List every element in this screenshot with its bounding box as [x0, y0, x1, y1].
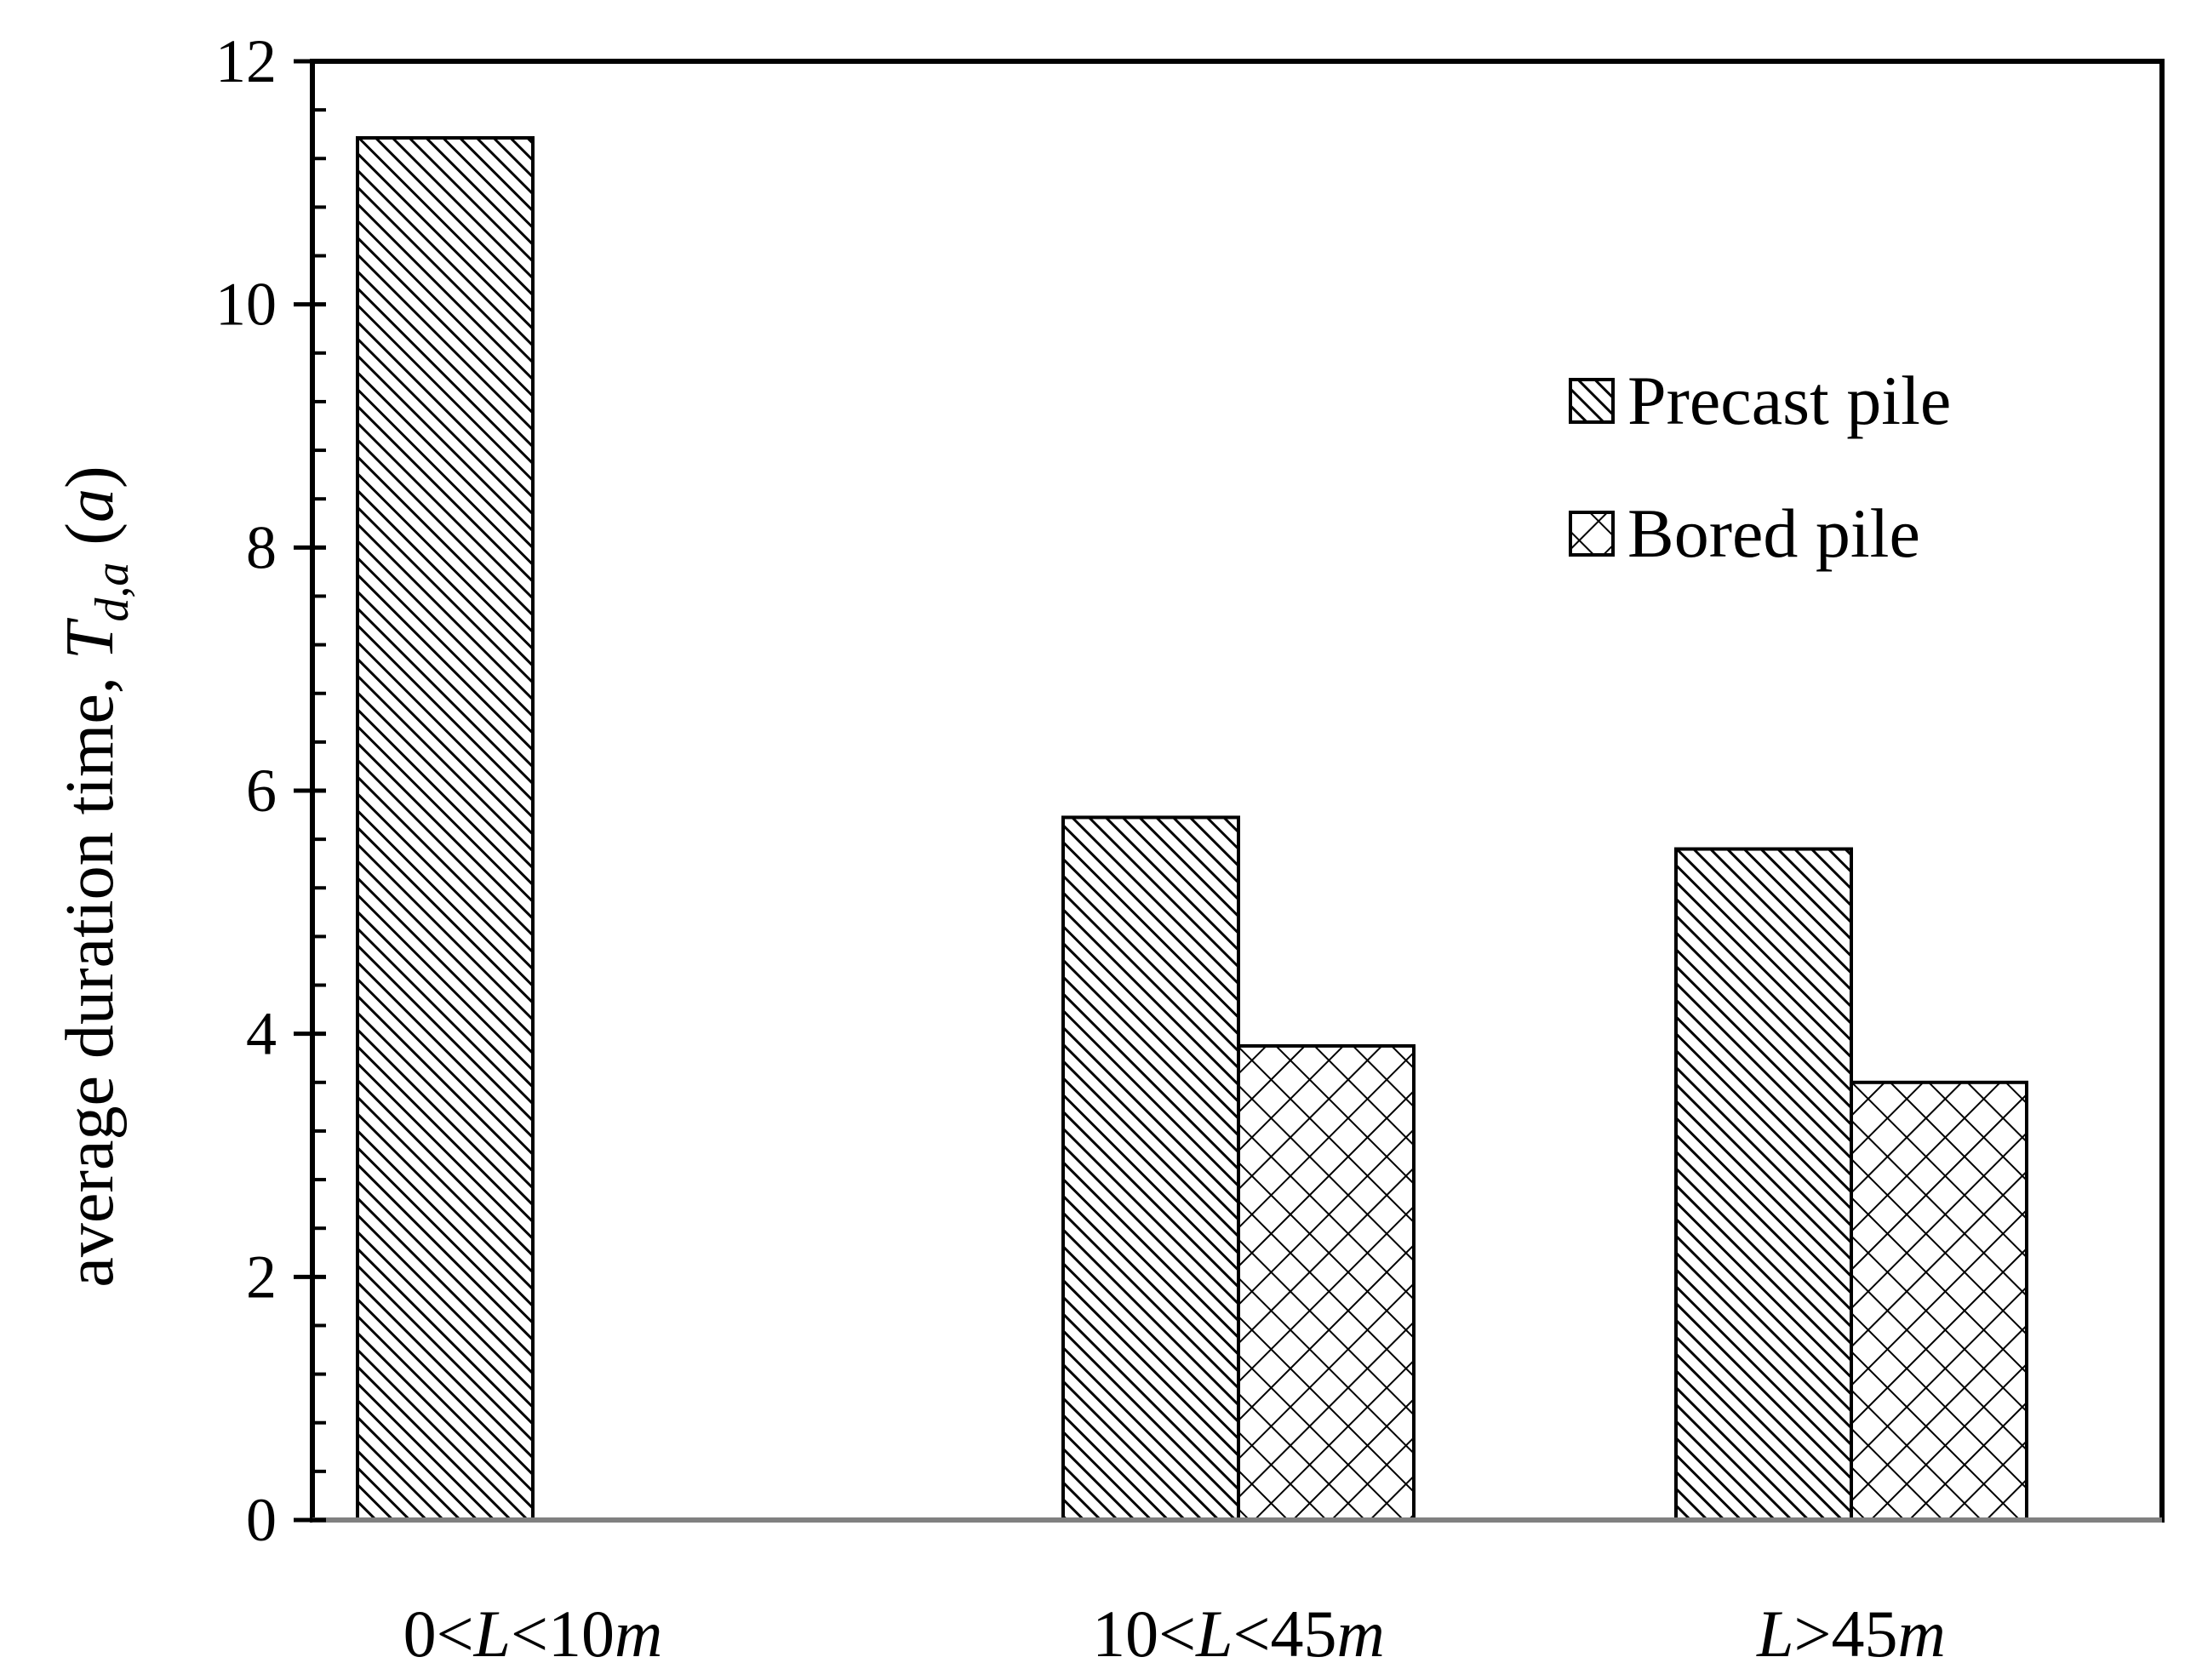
- y-tick-label-6: 6: [246, 757, 277, 825]
- y-tick-label-0: 0: [246, 1486, 277, 1554]
- bar-precast-pile-1: [1061, 815, 1240, 1522]
- bar-bored-pile-1: [1237, 1043, 1416, 1522]
- legend-swatch-precast-pile: [1569, 378, 1615, 424]
- x-category-label-0: 0<L<10m: [403, 1597, 663, 1671]
- y-tick-label-10: 10: [215, 271, 277, 339]
- x-category-label-1: 10<L<45m: [1092, 1597, 1385, 1671]
- y-tick-label-4: 4: [246, 1000, 277, 1068]
- y-tick-label-2: 2: [246, 1243, 277, 1311]
- legend-label-precast-pile: Precast pile: [1627, 362, 1951, 439]
- bar-bored-pile-2: [1850, 1080, 2028, 1523]
- bar-precast-pile-0: [356, 135, 535, 1523]
- y-tick-label-12: 12: [215, 27, 277, 95]
- bar-precast-pile-2: [1674, 847, 1853, 1522]
- y-axis-title: average duration time, Td,a (a): [53, 466, 139, 1287]
- x-category-label-2: L>45m: [1756, 1597, 1946, 1671]
- legend-swatch-bored-pile: [1569, 511, 1615, 557]
- y-tick-label-8: 8: [246, 513, 277, 581]
- legend-label-bored-pile: Bored pile: [1627, 494, 1920, 572]
